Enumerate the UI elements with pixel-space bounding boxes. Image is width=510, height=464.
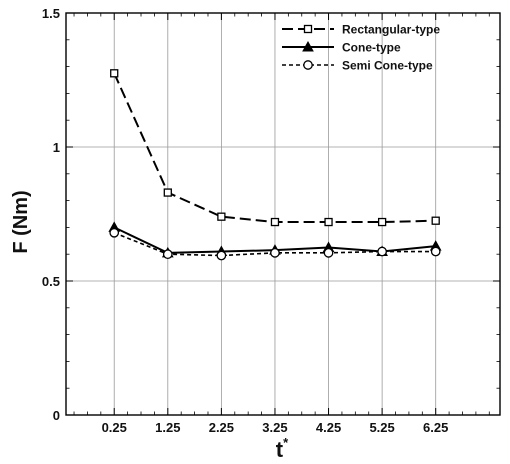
x-axis-title: t* <box>276 435 289 462</box>
series-semi-cone-type <box>109 227 441 261</box>
x-axis-title-superscript: * <box>283 435 289 450</box>
legend-label: Rectangular-type <box>342 23 440 37</box>
legend-marker-square <box>303 24 313 34</box>
legend-entry: Cone-type <box>282 41 401 55</box>
data-point-square <box>110 69 119 78</box>
axes <box>65 12 501 416</box>
legend-entry: Rectangular-type <box>282 23 440 37</box>
data-point-square <box>431 216 440 225</box>
data-point-circle <box>216 250 227 261</box>
ticks <box>66 12 500 416</box>
series-rectangular-type <box>110 69 440 227</box>
y-tick-label: 1.5 <box>42 6 60 21</box>
legend-marker-circle <box>303 60 313 70</box>
x-tick-label: 5.25 <box>369 420 394 435</box>
x-tick-label: 1.25 <box>155 420 180 435</box>
legend-marker-triangle <box>302 40 314 52</box>
svg-text:t*: t* <box>276 435 289 462</box>
plot-frame <box>65 12 501 416</box>
data-point-circle <box>430 246 441 257</box>
data-point-circle <box>377 246 387 257</box>
grid <box>66 13 500 415</box>
x-tick-label: 4.25 <box>316 420 341 435</box>
y-tick-label: 0 <box>53 408 60 423</box>
x-axis-title-main: t <box>276 437 284 462</box>
x-tick-label: 0.25 <box>102 420 127 435</box>
x-tick-label: 6.25 <box>423 420 448 435</box>
series <box>108 69 442 261</box>
y-tick-label: 0.5 <box>42 274 60 289</box>
legend-label: Semi Cone-type <box>342 59 433 73</box>
data-point-square <box>163 188 172 197</box>
data-point-circle <box>162 249 173 260</box>
labels: 0.25 1.25 2.25 3.25 4.25 5.25 6.25 0 0.5 1 1.5 <box>42 6 448 435</box>
legend-entry: Semi Cone-type <box>282 59 433 73</box>
y-axis-title: F (Nm) <box>10 190 32 253</box>
data-point-square <box>324 217 333 227</box>
legend: Rectangular-type Cone-type Semi Cone-type <box>282 23 440 73</box>
data-point-circle <box>270 248 280 258</box>
data-point-square <box>377 217 387 227</box>
x-tick-label: 2.25 <box>209 420 234 435</box>
data-point-square <box>217 212 226 221</box>
data-point-circle <box>109 227 120 238</box>
y-tick-label: 1 <box>53 140 60 155</box>
x-tick-label: 3.25 <box>262 420 287 435</box>
legend-label: Cone-type <box>342 41 401 55</box>
data-point-circle <box>323 248 334 258</box>
data-point-square <box>270 217 280 227</box>
